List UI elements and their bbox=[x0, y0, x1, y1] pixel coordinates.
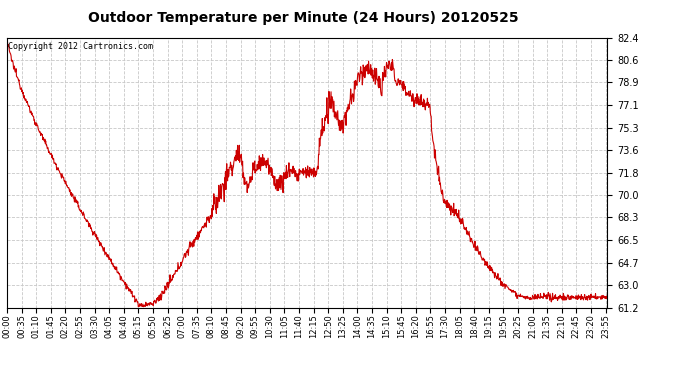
Text: Copyright 2012 Cartronics.com: Copyright 2012 Cartronics.com bbox=[8, 42, 153, 51]
Text: Outdoor Temperature per Minute (24 Hours) 20120525: Outdoor Temperature per Minute (24 Hours… bbox=[88, 11, 519, 25]
